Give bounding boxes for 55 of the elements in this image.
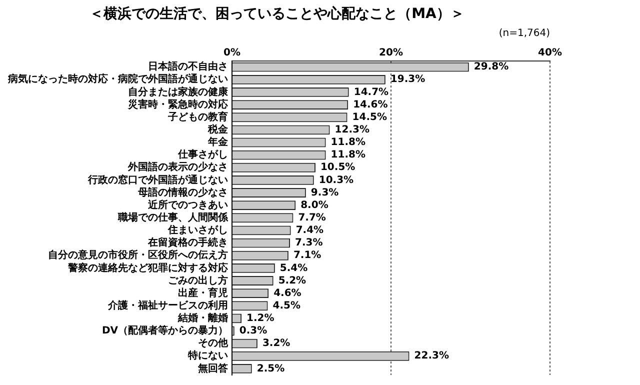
data-label: 12.3% (334, 124, 370, 136)
chart-title: ＜横浜での生活で、困っていることや心配なこと（MA）＞ (90, 5, 464, 22)
y-tick-label: 警察の連絡先など犯罪に対する対応 (67, 262, 229, 274)
data-label: 10.5% (320, 162, 356, 174)
y-tick-label: 無回答 (197, 362, 229, 374)
data-label: 5.2% (278, 275, 306, 286)
x-tick-label: 20% (379, 47, 403, 58)
data-label: 4.6% (274, 288, 302, 299)
text: (n=1,764) (498, 28, 550, 39)
y-tick-label: 仕事さがし (177, 148, 228, 161)
data-label: 14.7% (354, 86, 389, 98)
y-tick-label: 近所でのつきあい (147, 198, 228, 211)
data-label: 7.3% (295, 238, 323, 249)
y-tick-label: 災害時・緊急時の対応 (127, 98, 229, 110)
y-tick-label: 出産・育児 (178, 286, 228, 299)
y-tick-label: 行政の窓口で外国語が通じない (87, 174, 228, 186)
data-label: 14.5% (352, 112, 387, 123)
y-tick-label: 日本語の不自由さ (148, 60, 228, 73)
y-tick-label: 子どもの教育 (167, 110, 228, 123)
data-label: 5.4% (280, 262, 308, 274)
data-label: 4.5% (272, 300, 301, 312)
y-tick-label: 自分の意見の市役所・区役所への伝え方 (48, 249, 228, 262)
data-label: 14.6% (353, 99, 388, 110)
y-tick-label: 自分または家族の健康 (128, 86, 229, 98)
data-label: 1.2% (246, 313, 274, 324)
data-label: 9.3% (310, 187, 339, 198)
y-tick-label: 母語の情報の少なさ (137, 186, 228, 198)
y-tick-label: 介護・福祉サービスの利用 (107, 299, 228, 312)
y-tick-label: 税金 (207, 124, 229, 136)
y-tick-label: 特にない (187, 350, 228, 362)
y-tick-label: 在留資格の手続き (147, 236, 228, 249)
data-label: 8.0% (300, 200, 328, 211)
y-tick-label: 病気になった時の対応・病院で外国語が通じない (7, 73, 228, 86)
y-tick-label: その他 (198, 337, 229, 350)
data-label: 0.3% (239, 326, 268, 337)
data-label: 7.7% (298, 212, 326, 224)
data-label: 7.4% (296, 225, 324, 236)
data-label: 3.2% (262, 338, 290, 350)
data-label: 2.5% (256, 363, 285, 374)
data-label: 11.8% (330, 137, 366, 148)
data-label: 22.3% (414, 350, 449, 362)
x-tick-label: 0% (224, 47, 240, 58)
data-label: 19.3% (390, 74, 426, 86)
data-label: 7.1% (293, 250, 322, 262)
x-tick-label: 40% (538, 47, 562, 58)
y-tick-label: ごみの出し方 (168, 274, 228, 286)
data-label: 29.8% (474, 62, 509, 73)
y-tick-label: 年金 (207, 136, 229, 148)
y-tick-label: 外国語の表示の少なさ (127, 161, 228, 174)
y-tick-label: 住まいさがし (167, 224, 228, 236)
y-tick-label: 結婚・離婚 (177, 312, 228, 324)
y-tick-label: 職場での仕事、人間関係 (117, 211, 229, 224)
data-label: 10.3% (318, 174, 354, 186)
data-label: 11.8% (330, 150, 366, 161)
y-tick-label: DV（配偶者等からの暴力） (102, 324, 228, 337)
